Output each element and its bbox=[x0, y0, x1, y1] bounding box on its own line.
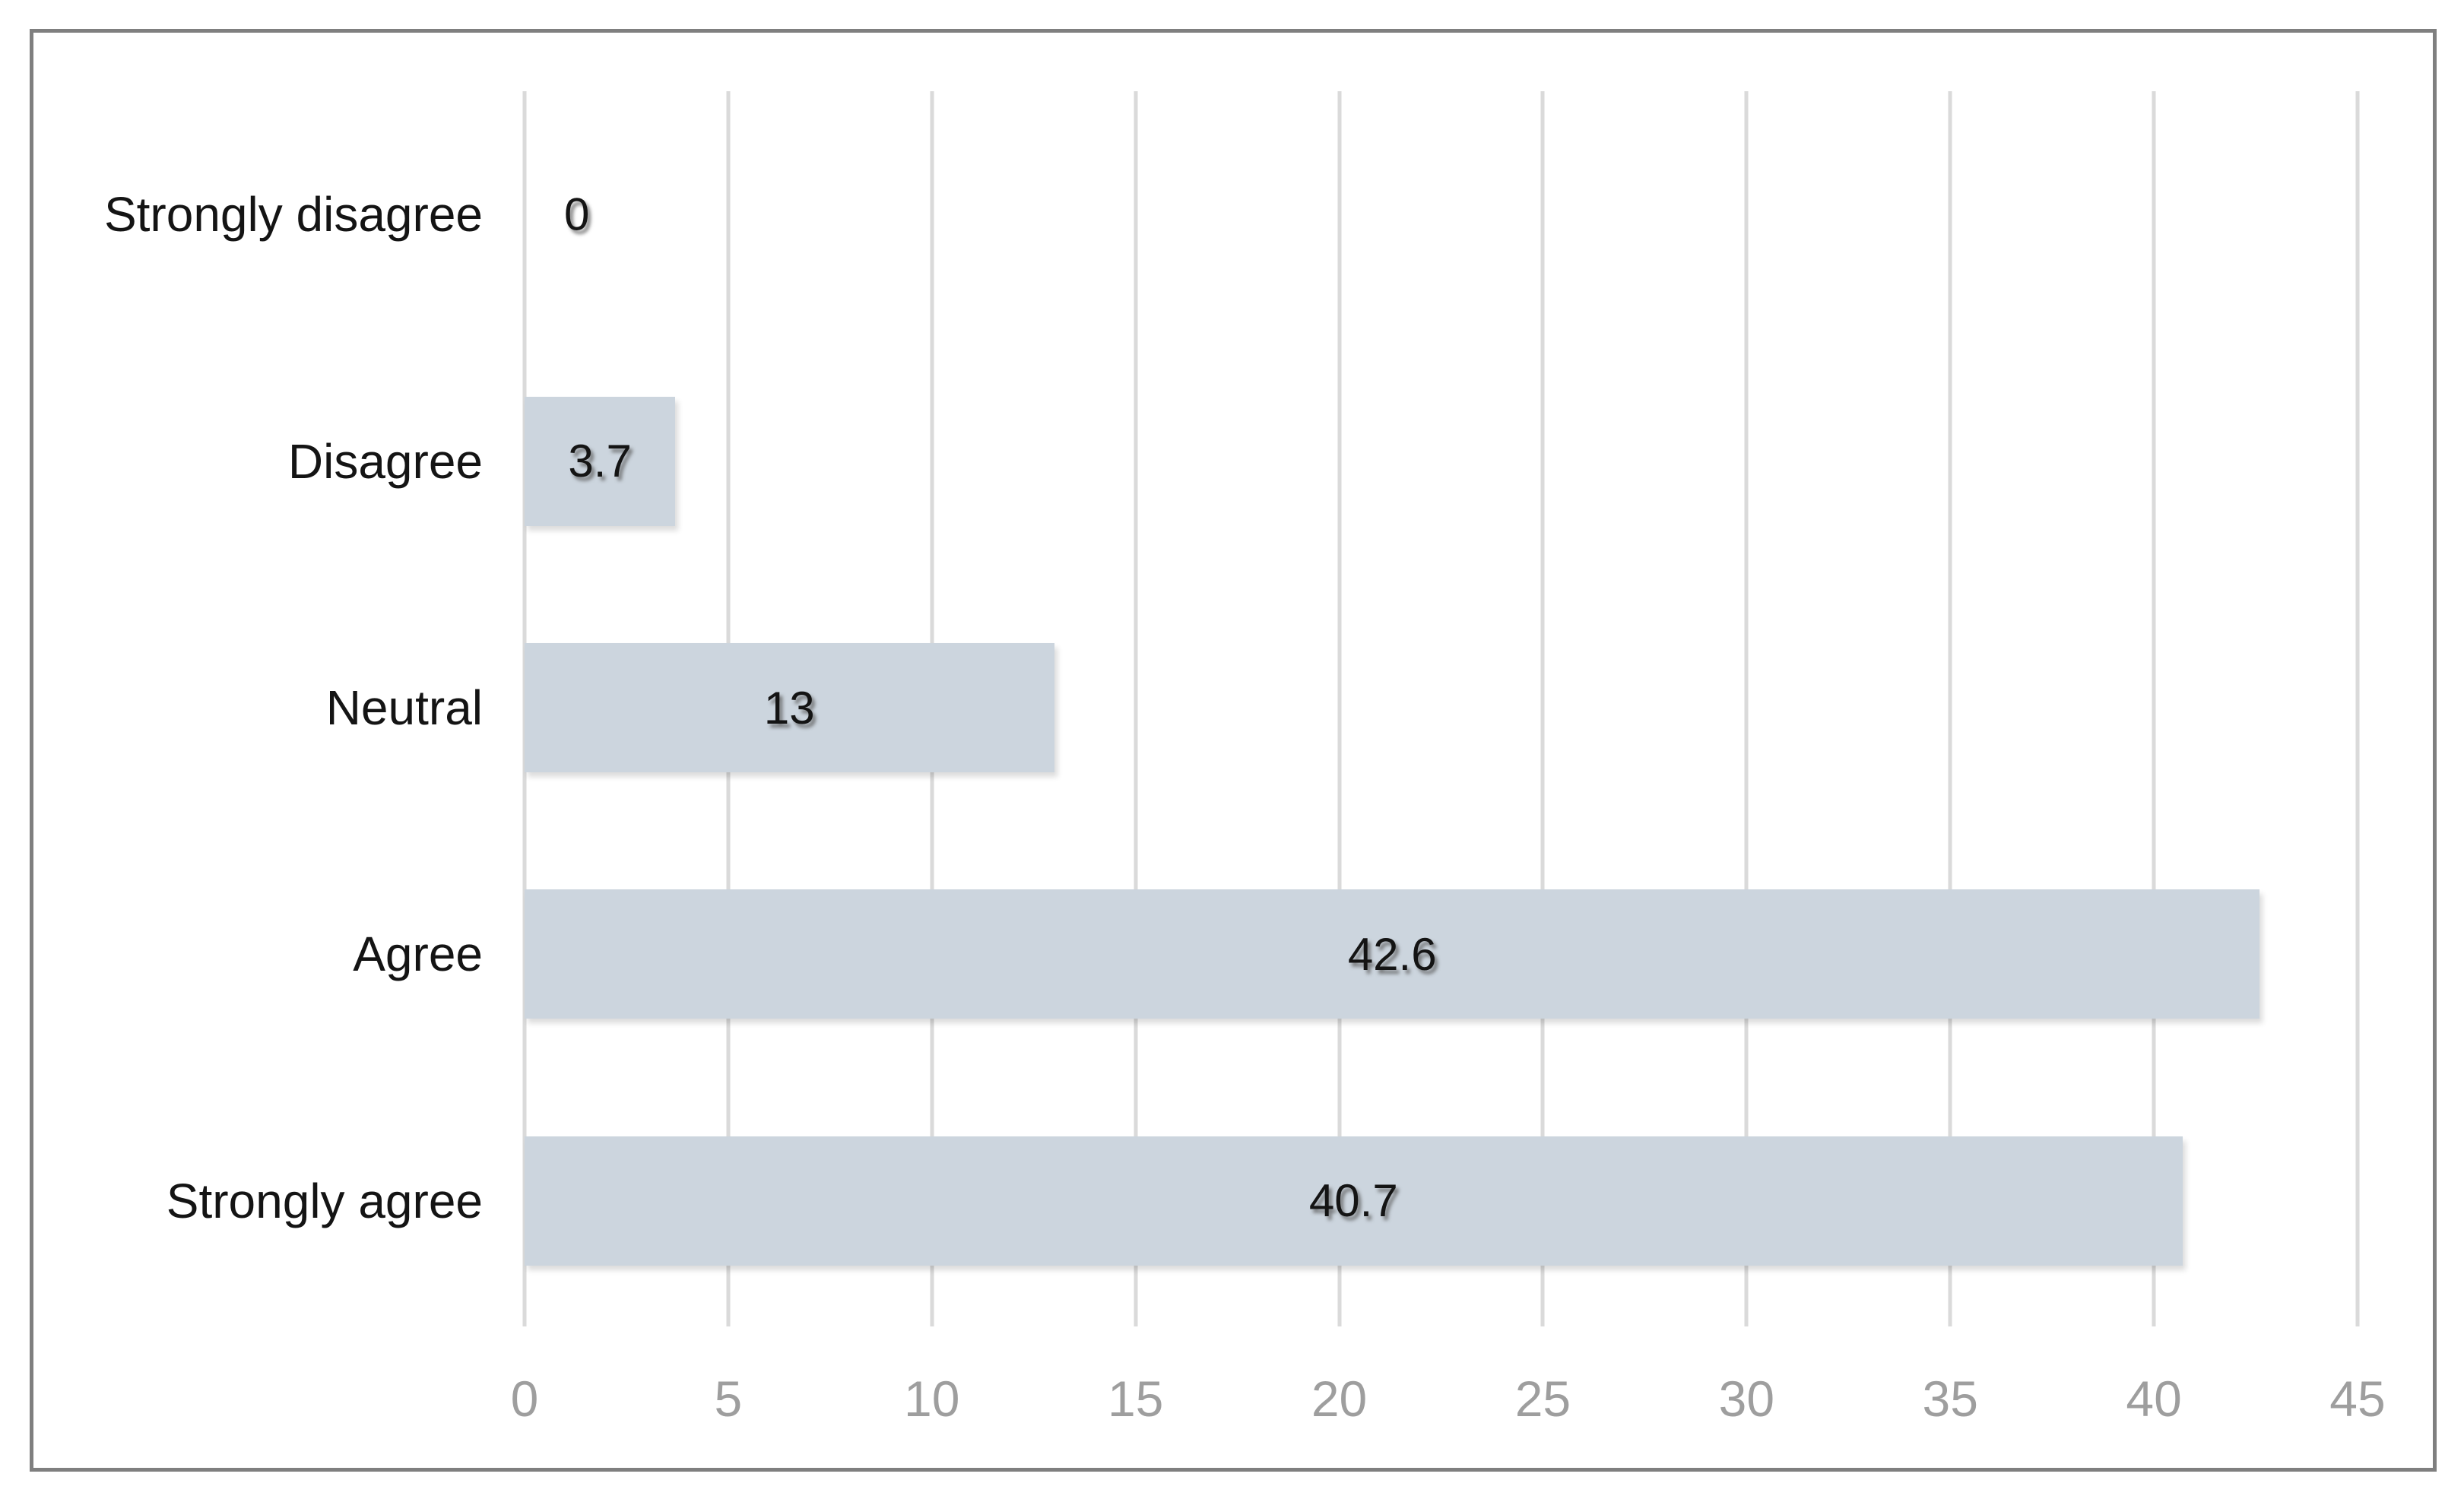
bar-row-2: 13 bbox=[525, 585, 2358, 831]
data-label-1: 3.7 bbox=[568, 436, 632, 487]
category-label-2: Neutral bbox=[325, 680, 483, 736]
gridline-x-25 bbox=[1540, 91, 1545, 1326]
value-axis-labels: 0 5 10 15 20 25 30 35 40 45 bbox=[511, 1364, 2386, 1433]
bar-1: 3.7 bbox=[525, 396, 676, 526]
x-tick-label-25: 25 bbox=[1514, 1371, 1571, 1427]
data-label-0: 0 bbox=[564, 189, 590, 240]
category-axis-labels: Strongly disagree Disagree Neutral Agree Str… bbox=[33, 91, 483, 1324]
data-label-2: 13 bbox=[763, 682, 815, 734]
bar-row-3: 42.6 bbox=[525, 831, 2358, 1077]
x-tick-label-35: 35 bbox=[1922, 1371, 1978, 1427]
data-label-3: 42.6 bbox=[1347, 928, 1437, 980]
x-tick-label-5: 5 bbox=[714, 1371, 743, 1427]
gridline-x-45 bbox=[2355, 91, 2360, 1326]
bar-rows: 0 3.7 13 42.6 40.7 bbox=[525, 91, 2358, 1324]
data-label-4: 40.7 bbox=[1308, 1175, 1398, 1227]
gridline-x-20 bbox=[1337, 91, 1342, 1326]
category-label-1: Disagree bbox=[287, 433, 483, 489]
x-tick-label-10: 10 bbox=[904, 1371, 960, 1427]
bar-row-1: 3.7 bbox=[525, 338, 2358, 584]
x-tick-label-20: 20 bbox=[1311, 1371, 1368, 1427]
gridline-x-40 bbox=[2152, 91, 2156, 1326]
bar-4: 40.7 bbox=[525, 1136, 2183, 1266]
category-label-3: Agree bbox=[353, 927, 483, 982]
x-tick-label-0: 0 bbox=[510, 1371, 539, 1427]
bar-2: 13 bbox=[525, 643, 1054, 773]
bar-row-0: 0 bbox=[525, 91, 2358, 338]
chart-frame: Strongly disagree Disagree Neutral Agree Str… bbox=[30, 29, 2437, 1472]
gridline-x-30 bbox=[1744, 91, 1749, 1326]
x-tick-label-30: 30 bbox=[1718, 1371, 1775, 1427]
category-label-4: Strongly agree bbox=[166, 1173, 483, 1228]
x-tick-label-40: 40 bbox=[2126, 1371, 2182, 1427]
x-tick-label-15: 15 bbox=[1107, 1371, 1164, 1427]
gridline-x-15 bbox=[1134, 91, 1138, 1326]
bar-3: 42.6 bbox=[525, 889, 2260, 1019]
plot-area: 0 3.7 13 42.6 40.7 bbox=[522, 91, 2360, 1326]
category-label-0: Strongly disagree bbox=[103, 187, 483, 242]
gridline-x-35 bbox=[1948, 91, 1952, 1326]
x-tick-label-45: 45 bbox=[2329, 1371, 2386, 1427]
bar-row-4: 40.7 bbox=[525, 1078, 2358, 1324]
